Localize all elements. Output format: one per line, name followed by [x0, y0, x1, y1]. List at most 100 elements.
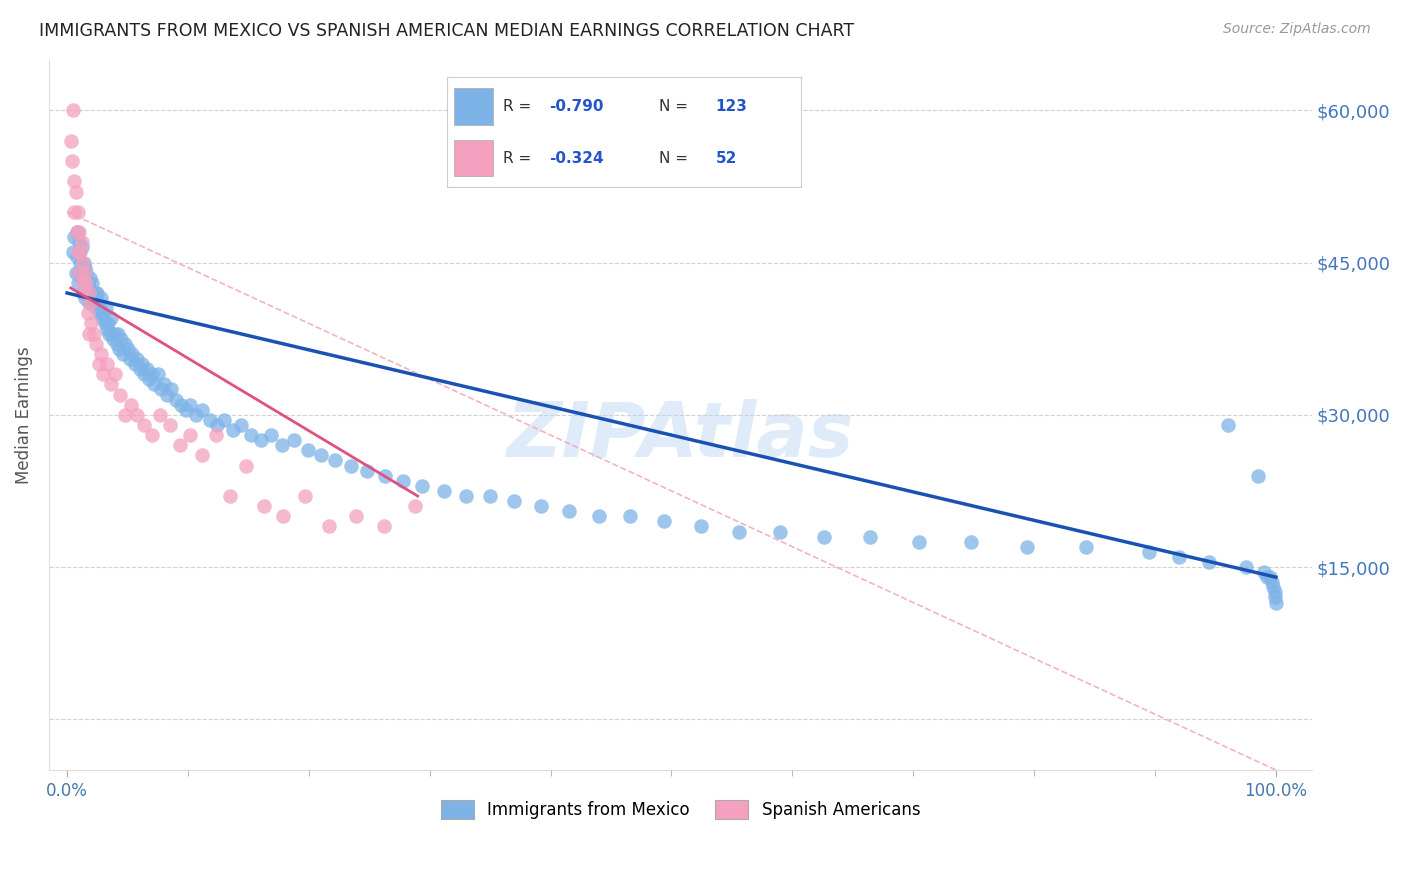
Point — [75, 276, 97, 290]
Point — [411, 479, 433, 493]
Point — [283, 433, 305, 447]
Point — [588, 509, 610, 524]
Point — [198, 413, 221, 427]
Point — [271, 438, 294, 452]
Point — [67, 245, 90, 260]
Point — [174, 402, 197, 417]
Point — [93, 306, 115, 320]
Point — [75, 291, 97, 305]
Point — [149, 408, 172, 422]
Point — [70, 240, 93, 254]
Point — [80, 285, 103, 300]
Point — [1261, 575, 1284, 590]
Point — [60, 154, 83, 169]
Point — [141, 428, 163, 442]
Point — [153, 377, 176, 392]
Y-axis label: Median Earnings: Median Earnings — [15, 346, 32, 483]
Point — [392, 474, 415, 488]
Point — [239, 428, 262, 442]
Point — [65, 185, 87, 199]
Point — [1258, 570, 1281, 584]
Point — [124, 357, 146, 371]
Point — [66, 251, 89, 265]
Point — [318, 519, 340, 533]
Point — [67, 225, 90, 239]
Point — [134, 368, 156, 382]
Point — [530, 499, 553, 513]
Point — [219, 489, 242, 503]
Point — [356, 464, 378, 478]
Point — [479, 489, 502, 503]
Point — [191, 402, 214, 417]
Point — [84, 301, 107, 316]
Point — [558, 504, 581, 518]
Point — [72, 266, 94, 280]
Point — [1253, 565, 1275, 579]
Point — [100, 377, 122, 392]
Point — [433, 483, 456, 498]
Text: Source: ZipAtlas.com: Source: ZipAtlas.com — [1223, 22, 1371, 37]
Point — [165, 392, 187, 407]
Point — [91, 311, 114, 326]
Point — [141, 368, 163, 382]
Point — [93, 368, 115, 382]
Point — [62, 103, 84, 118]
Point — [404, 499, 426, 513]
Point — [90, 291, 112, 305]
Point — [80, 296, 103, 310]
Point — [960, 534, 983, 549]
Point — [689, 519, 711, 533]
Point — [75, 276, 97, 290]
Point — [63, 174, 86, 188]
Point — [89, 306, 111, 320]
Point — [72, 276, 94, 290]
Point — [108, 342, 131, 356]
Point — [908, 534, 931, 549]
Point — [138, 372, 160, 386]
Point — [205, 417, 228, 432]
Point — [146, 368, 169, 382]
Point — [1264, 585, 1286, 599]
Point — [191, 449, 214, 463]
Point — [1198, 555, 1220, 569]
Point — [73, 255, 96, 269]
Point — [169, 438, 191, 452]
Point — [75, 260, 97, 275]
Point — [94, 301, 117, 316]
Point — [79, 296, 101, 310]
Point — [59, 134, 82, 148]
Point — [1234, 560, 1257, 574]
Point — [80, 317, 103, 331]
Point — [179, 428, 201, 442]
Point — [769, 524, 792, 539]
Point — [186, 408, 208, 422]
Point — [159, 417, 181, 432]
Point — [69, 245, 91, 260]
Point — [67, 235, 90, 250]
Point — [249, 433, 271, 447]
Point — [70, 270, 93, 285]
Point — [273, 509, 295, 524]
Point — [66, 225, 89, 239]
Point — [134, 417, 156, 432]
Point — [179, 398, 201, 412]
Point — [170, 398, 193, 412]
Point — [309, 449, 332, 463]
Point — [62, 245, 84, 260]
Point — [104, 368, 127, 382]
Point — [231, 417, 253, 432]
Point — [127, 408, 149, 422]
Point — [813, 530, 835, 544]
Point — [117, 342, 139, 356]
Point — [114, 336, 136, 351]
Point — [222, 423, 245, 437]
Point — [1247, 468, 1270, 483]
Point — [87, 296, 110, 310]
Point — [86, 285, 108, 300]
Point — [619, 509, 641, 524]
Point — [66, 225, 89, 239]
Point — [1264, 591, 1286, 605]
Point — [100, 311, 122, 326]
Point — [77, 281, 100, 295]
Point — [82, 276, 104, 290]
